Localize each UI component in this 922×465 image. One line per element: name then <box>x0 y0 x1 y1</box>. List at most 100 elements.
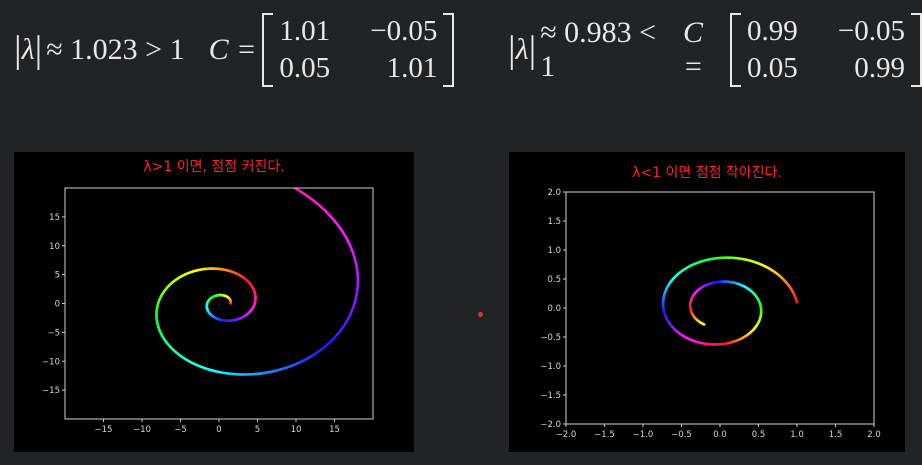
abs-bar-right: | <box>34 29 43 71</box>
eigen-relation: ≈ 0.983 < 1 <box>540 16 657 83</box>
x-tick-label: 1.0 <box>790 430 804 440</box>
curve-segment <box>131 162 141 164</box>
spiral-chart-decay: −2.0 −1.5 −1.0 −0.5 0.0 0.5 1.0 1.5 2.0 2.0 1.5 1.0… <box>540 188 881 440</box>
x-tick-label: 0.5 <box>752 430 766 440</box>
curve-segment <box>230 164 239 166</box>
matrix-cell: 0.05 <box>747 52 798 84</box>
curve-segment <box>111 165 121 167</box>
matrix-label: C = <box>683 16 704 83</box>
matrix-cell: 1.01 <box>279 15 331 47</box>
spiral-chart-growth: −15 −10 −5 0 5 10 15 15 10 5 0 −5 −10 −15 <box>14 159 374 435</box>
y-tick-label: −5 <box>47 328 60 338</box>
curve-segment <box>121 163 131 165</box>
matrix-cell: 0.05 <box>279 52 331 84</box>
x-tick-label: 10 <box>291 425 302 435</box>
curve-segment <box>256 171 264 174</box>
lambda-symbol: λ <box>21 33 35 66</box>
x-tick-label: −0.5 <box>671 430 692 440</box>
x-tick-label: −1.0 <box>633 430 654 440</box>
x-tick-label: 2.0 <box>867 430 881 440</box>
x-tick-label: 0.0 <box>713 430 727 440</box>
matrix: 1.01 −0.05 0.05 1.01 <box>262 13 455 87</box>
curve-segment <box>292 188 296 190</box>
x-tick-label: −10 <box>133 425 151 435</box>
abs-bar-right: | <box>528 29 537 71</box>
curve-segment <box>273 177 281 180</box>
y-tick-label: −1.0 <box>540 362 561 372</box>
matrix-label: C = <box>208 33 257 66</box>
y-tick-label: −0.5 <box>540 333 561 343</box>
curve-segment <box>61 182 71 186</box>
matrix-cell: 0.99 <box>854 52 905 84</box>
y-tick-label: 2.0 <box>547 188 561 198</box>
curve-segment <box>280 180 287 184</box>
curve-segment <box>14 214 17 221</box>
curve-segment <box>25 202 34 208</box>
y-tick-label: 15 <box>49 213 60 223</box>
curve-segment <box>701 322 706 326</box>
curve-segment <box>43 191 52 196</box>
y-tick-label: 1.0 <box>547 246 561 256</box>
y-tick-label: 1.5 <box>547 217 561 227</box>
curve-segment <box>248 168 256 171</box>
y-tick-label: −15 <box>42 386 60 396</box>
y-tick-label: 0 <box>55 300 60 310</box>
chart-caption: λ>1 이면, 점점 커진다. <box>143 159 285 175</box>
y-tick-label: 0.0 <box>547 304 561 314</box>
matrix-grid: 1.01 −0.05 0.05 1.01 <box>273 13 443 87</box>
curve-segment <box>17 208 25 214</box>
x-tick-label: −2.0 <box>556 430 577 440</box>
x-tick-label: −15 <box>95 425 113 435</box>
matrix-bracket-right <box>443 13 455 87</box>
curve-segment <box>52 186 61 191</box>
right-formula: | λ | ≈ 0.983 < 1 C = 0.99 −0.05 0.05 0.… <box>508 6 922 94</box>
plot-frame <box>565 191 875 425</box>
y-tick-label: −10 <box>42 357 60 367</box>
matrix-cell: 0.99 <box>747 15 798 47</box>
curve-segment <box>81 174 91 178</box>
abs-bar-left: | <box>14 29 22 71</box>
curve-segment <box>34 196 43 202</box>
y-tick-label: 0.5 <box>547 275 561 285</box>
curve-segment <box>265 174 273 177</box>
curve-segment <box>71 178 81 182</box>
matrix-cell: −0.05 <box>837 15 905 47</box>
abs-bar-left: | <box>508 29 516 71</box>
spiral-curve <box>661 256 799 346</box>
laser-pointer-dot <box>478 312 483 317</box>
eigen-relation: ≈ 1.023 > 1 <box>46 33 185 66</box>
lambda-symbol: λ <box>515 33 529 66</box>
y-tick-label: −1.5 <box>540 391 561 401</box>
chart-panel-decay: λ<1 이면 점점 작아진다. −2.0 −1.5 −1.0 −0.5 0.0 0.5 1.… <box>509 152 905 452</box>
matrix-cell: 1.01 <box>386 52 438 84</box>
curve-segment <box>192 159 202 160</box>
left-formula: | λ | ≈ 1.023 > 1 C = 1.01 −0.05 0.05 1.… <box>14 6 455 94</box>
curve-segment <box>212 161 221 162</box>
x-tick-label: −1.5 <box>594 430 615 440</box>
matrix-bracket-left <box>730 13 741 87</box>
curve-segment <box>101 168 111 171</box>
x-tick-label: −5 <box>174 425 187 435</box>
y-tick-label: 5 <box>55 271 60 281</box>
x-tick-label: 1.5 <box>829 430 843 440</box>
curve-segment <box>221 162 230 164</box>
curve-segment <box>142 161 152 162</box>
curve-segment <box>202 160 212 161</box>
matrix-grid: 0.99 −0.05 0.05 0.99 <box>741 13 911 87</box>
matrix-bracket-right <box>911 13 922 87</box>
y-tick-label: 10 <box>49 242 60 252</box>
y-tick-label: −2.0 <box>540 420 561 430</box>
plot-frame <box>64 187 374 420</box>
spiral-curve <box>14 159 360 376</box>
curve-segment <box>91 171 101 174</box>
curve-segment <box>239 166 248 168</box>
x-tick-label: 15 <box>329 425 340 435</box>
matrix-cell: −0.05 <box>370 15 438 47</box>
matrix-bracket-left <box>262 13 274 87</box>
x-tick-label: 5 <box>255 425 260 435</box>
chart-caption: λ<1 이면 점점 작아진다. <box>632 165 782 181</box>
x-tick-label: 0 <box>216 425 221 435</box>
chart-panel-growth: λ>1 이면, 점점 커진다. −15 −10 −5 0 5 10 15 15 10 5 0 −5 −1… <box>14 152 414 452</box>
matrix: 0.99 −0.05 0.05 0.99 <box>730 13 922 87</box>
curve-segment <box>152 160 162 161</box>
